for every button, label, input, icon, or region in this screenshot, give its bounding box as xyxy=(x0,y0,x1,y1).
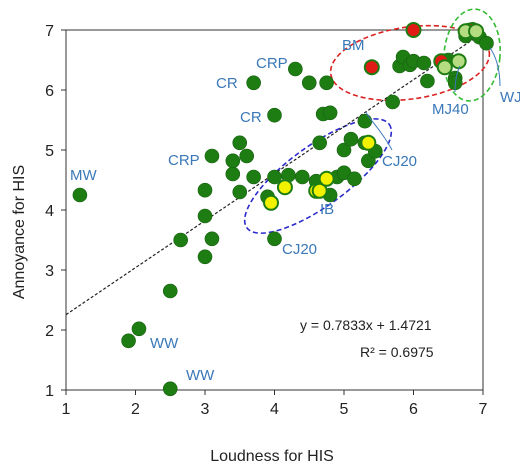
green-data-point xyxy=(225,166,241,182)
trendline-equation: y = 0.7833x + 1.4721 xyxy=(300,317,432,333)
green-data-point xyxy=(72,187,88,203)
green-data-point xyxy=(162,381,178,397)
green-data-point xyxy=(336,142,352,158)
green-data-point xyxy=(121,333,136,349)
lightgreen-data-point xyxy=(436,59,453,76)
label-mj40: MJ40 xyxy=(432,101,469,118)
x-tick-label: 4 xyxy=(270,401,279,418)
x-axis-label: Loudness for HIS xyxy=(210,448,334,465)
blue-ellipse xyxy=(243,118,393,234)
pointer-cj20-upper xyxy=(365,111,393,151)
green-data-point xyxy=(357,113,373,129)
green-data-point xyxy=(246,169,261,185)
point-labels: MW CRP CR CR CRP BM WJ MJ40 CJ20 IB CJ20… xyxy=(70,37,520,384)
lightgreen-data-point xyxy=(450,53,467,70)
green-data-point xyxy=(232,184,248,200)
green-data-point xyxy=(385,94,400,110)
green-data-point xyxy=(131,321,147,337)
label-ib: IB xyxy=(320,201,334,218)
label-cj20-upper: CJ20 xyxy=(382,153,417,170)
x-tick-label: 3 xyxy=(201,401,210,418)
y-tick-label: 3 xyxy=(45,263,54,280)
y-axis-label: Annoyance for HIS xyxy=(11,165,28,299)
red-data-point xyxy=(405,22,422,38)
label-cr-upper: CR xyxy=(216,75,238,92)
red-ellipse xyxy=(329,24,491,102)
label-bm: BM xyxy=(342,37,365,54)
yellow-data-point xyxy=(276,179,293,196)
green-data-point xyxy=(173,232,188,248)
label-cr-lower: CR xyxy=(240,109,262,126)
label-crp-lower: CRP xyxy=(168,152,200,169)
green-data-point xyxy=(197,182,213,198)
green-data-point xyxy=(197,208,213,224)
green-data-point xyxy=(301,75,317,91)
axis-ticks xyxy=(61,29,484,395)
x-tick-label: 2 xyxy=(131,401,140,418)
green-data-point xyxy=(225,153,241,169)
y-tick-label: 7 xyxy=(45,23,54,40)
annotation-pointers xyxy=(365,47,501,151)
yellow-data-point xyxy=(311,182,328,199)
lightgreen-data-point xyxy=(468,23,485,40)
green-data-point xyxy=(239,148,254,164)
data-points xyxy=(72,22,494,397)
label-crp-upper: CRP xyxy=(256,55,288,72)
green-data-point xyxy=(267,231,282,247)
y-tick-label: 4 xyxy=(45,203,54,220)
red-data-point xyxy=(363,59,380,76)
r-squared: R² = 0.6975 xyxy=(360,344,434,360)
green-data-point xyxy=(319,75,334,91)
x-tick-label: 5 xyxy=(340,401,349,418)
green-data-point xyxy=(294,169,310,185)
yellow-data-point xyxy=(318,170,335,187)
green-data-point xyxy=(267,107,282,123)
label-ww-upper: WW xyxy=(150,335,179,352)
x-tick-label: 1 xyxy=(62,401,71,418)
y-tick-label: 1 xyxy=(45,383,54,400)
green-data-point xyxy=(204,148,220,164)
green-data-point xyxy=(322,105,338,121)
green-data-point xyxy=(416,55,432,71)
green-data-point xyxy=(312,135,327,151)
x-tick-label: 6 xyxy=(409,401,418,418)
green-data-point xyxy=(420,73,435,89)
y-tick-label: 6 xyxy=(45,83,54,100)
green-ellipse xyxy=(443,8,501,102)
label-wj: WJ xyxy=(500,89,520,106)
green-data-point xyxy=(232,135,248,151)
yellow-data-point xyxy=(263,194,280,211)
tick-labels: 1 2 3 4 5 6 7 1 2 3 4 5 6 7 xyxy=(45,23,487,418)
green-data-point xyxy=(343,131,359,147)
green-data-point xyxy=(347,171,362,187)
green-data-point xyxy=(204,231,220,247)
pointer-wj xyxy=(489,47,501,87)
green-data-point xyxy=(479,35,494,51)
y-tick-label: 5 xyxy=(45,143,54,160)
green-data-point xyxy=(246,75,261,91)
y-tick-label: 2 xyxy=(45,323,54,340)
green-data-point xyxy=(288,61,303,77)
label-cj20-lower: CJ20 xyxy=(282,241,317,258)
pointer-mj40 xyxy=(454,65,461,93)
label-mw: MW xyxy=(70,167,97,184)
label-ww-lower: WW xyxy=(186,367,215,384)
green-data-point xyxy=(162,283,178,299)
x-tick-label: 7 xyxy=(479,401,488,418)
group-ellipses xyxy=(243,8,501,234)
yellow-data-point xyxy=(360,134,377,151)
green-data-point xyxy=(197,249,213,265)
